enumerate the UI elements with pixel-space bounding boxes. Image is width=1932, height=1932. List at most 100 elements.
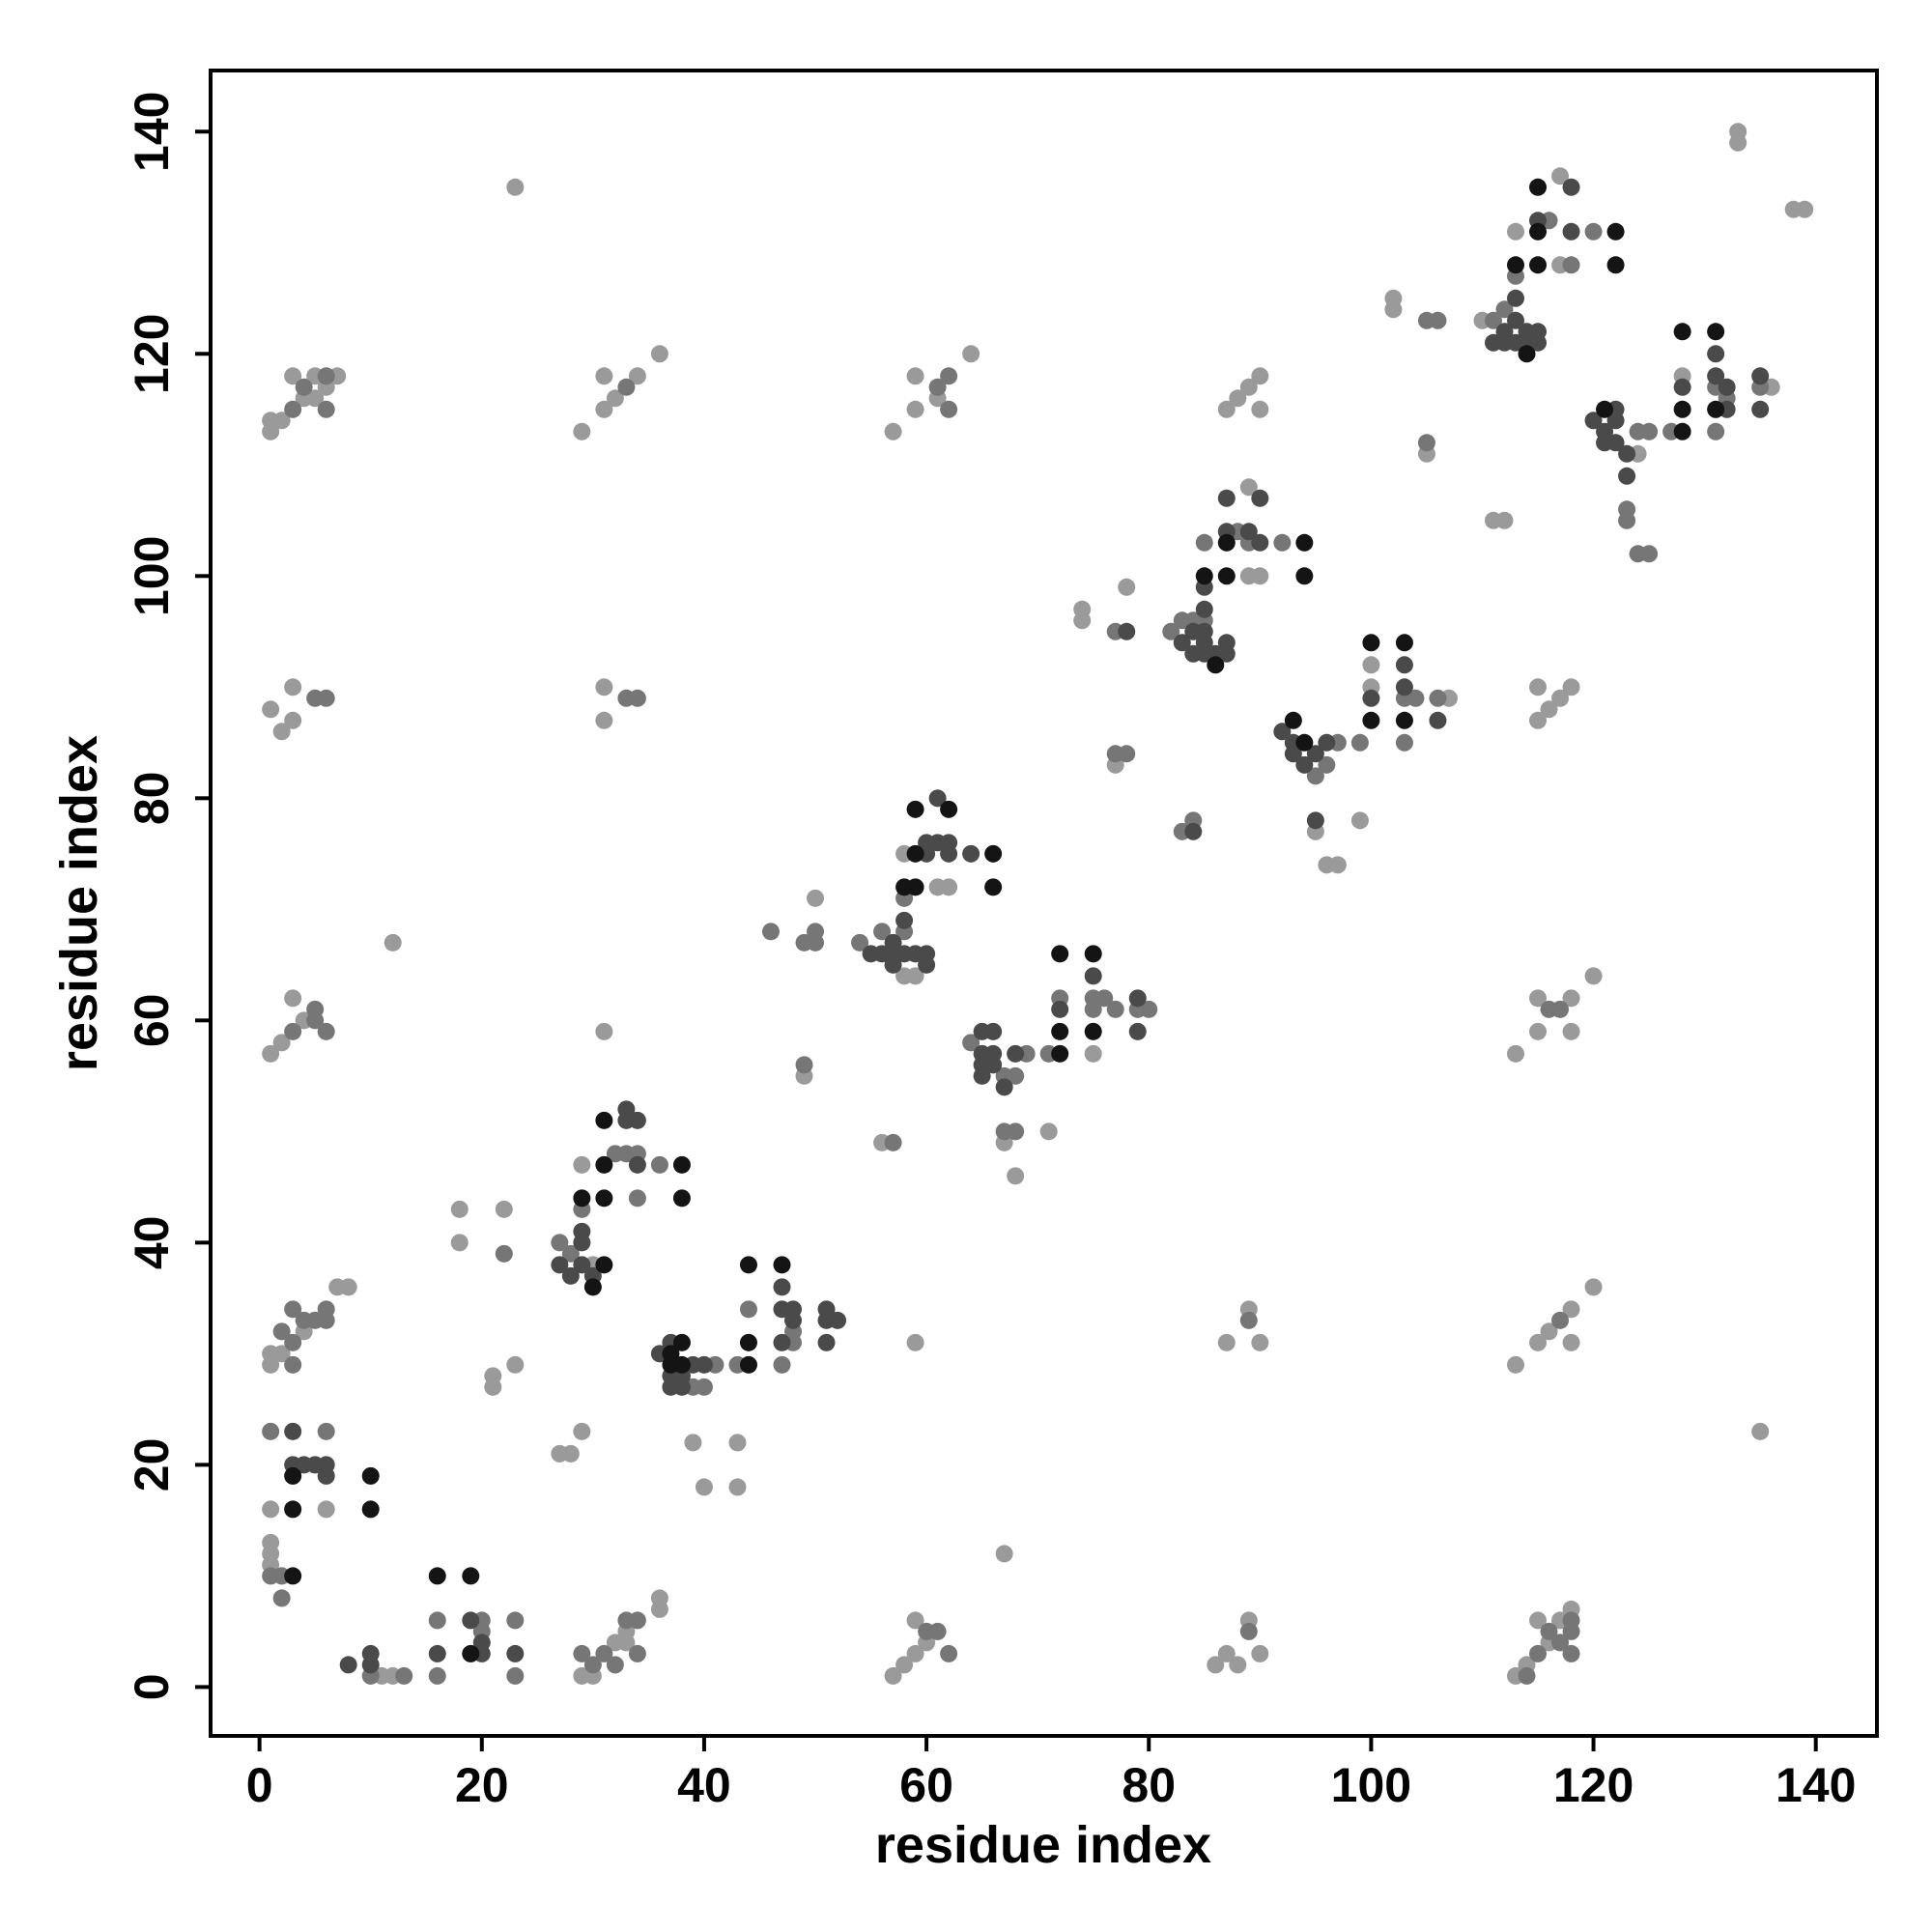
point (807, 889, 825, 907)
point (884, 1666, 902, 1685)
point (1796, 200, 1814, 218)
point (1673, 400, 1691, 418)
point (739, 1300, 757, 1319)
point (1251, 1644, 1269, 1662)
point (361, 1656, 380, 1674)
point (551, 1234, 569, 1252)
point (1295, 533, 1314, 552)
point (1606, 222, 1625, 241)
point (561, 1444, 580, 1463)
point (1429, 311, 1447, 329)
point (1562, 1300, 1580, 1319)
point (1529, 1644, 1548, 1662)
point (1529, 178, 1548, 196)
point (573, 422, 591, 440)
point (984, 1022, 1003, 1040)
y-tick-label: 80 (125, 772, 179, 826)
point (1239, 378, 1258, 396)
point (739, 1333, 757, 1351)
point (595, 400, 613, 418)
point (973, 1066, 991, 1085)
point (884, 1133, 902, 1151)
point (1562, 1022, 1580, 1040)
point (906, 367, 924, 385)
point (317, 400, 335, 418)
point (650, 345, 668, 363)
point (428, 1666, 446, 1685)
point (895, 1656, 914, 1674)
point (1640, 422, 1659, 440)
x-tick-label: 100 (1331, 1758, 1411, 1812)
point (284, 400, 302, 418)
point (506, 1611, 525, 1630)
point (1606, 256, 1625, 274)
point (1007, 1122, 1025, 1141)
point (272, 1589, 291, 1607)
point (284, 1300, 302, 1319)
plot-frame (209, 69, 1879, 1738)
point (1751, 400, 1770, 418)
point (506, 178, 525, 196)
point (928, 378, 947, 396)
point (784, 1311, 803, 1329)
point (462, 1567, 480, 1585)
point (262, 700, 280, 719)
y-tick-label: 100 (125, 536, 179, 616)
point (1529, 1611, 1548, 1630)
point (1495, 511, 1514, 529)
point (1217, 1333, 1236, 1351)
point (1251, 367, 1269, 385)
point (462, 1644, 480, 1662)
point (739, 1355, 757, 1374)
point (617, 378, 636, 396)
point (1007, 1044, 1025, 1063)
y-tick-label: 40 (125, 1216, 179, 1270)
point (650, 1155, 668, 1174)
point (1718, 378, 1736, 396)
point (1084, 1000, 1102, 1018)
point (906, 1333, 924, 1351)
point (906, 1611, 924, 1630)
point (628, 367, 646, 385)
point (1384, 300, 1403, 319)
point (573, 1422, 591, 1440)
point (306, 389, 325, 408)
point (262, 1500, 280, 1519)
point (1395, 634, 1413, 652)
point (1239, 478, 1258, 497)
point (272, 723, 291, 741)
point (1529, 323, 1548, 341)
point (1084, 1044, 1102, 1063)
point (940, 800, 958, 818)
point (1284, 711, 1302, 729)
point (1251, 1333, 1269, 1351)
point (1518, 1666, 1536, 1685)
point (1229, 1656, 1247, 1674)
point (1095, 989, 1114, 1008)
point (284, 711, 302, 729)
point (672, 1355, 691, 1374)
point (1540, 700, 1558, 719)
point (561, 1244, 580, 1263)
point (284, 367, 302, 385)
point (1350, 733, 1369, 752)
point (1051, 945, 1069, 963)
point (1251, 567, 1269, 585)
x-axis-label: residue index (875, 1816, 1211, 1874)
point (339, 1278, 357, 1296)
point (1707, 367, 1725, 385)
point (462, 1611, 480, 1630)
point (506, 1666, 525, 1685)
point (595, 711, 613, 729)
point (306, 1011, 325, 1030)
point (1273, 533, 1292, 552)
point (684, 1434, 702, 1452)
point (1051, 1000, 1069, 1018)
point (895, 911, 914, 929)
point (606, 389, 624, 408)
point (272, 1034, 291, 1052)
point (1429, 711, 1447, 729)
point (1217, 400, 1236, 418)
x-tick-label: 60 (899, 1758, 953, 1812)
